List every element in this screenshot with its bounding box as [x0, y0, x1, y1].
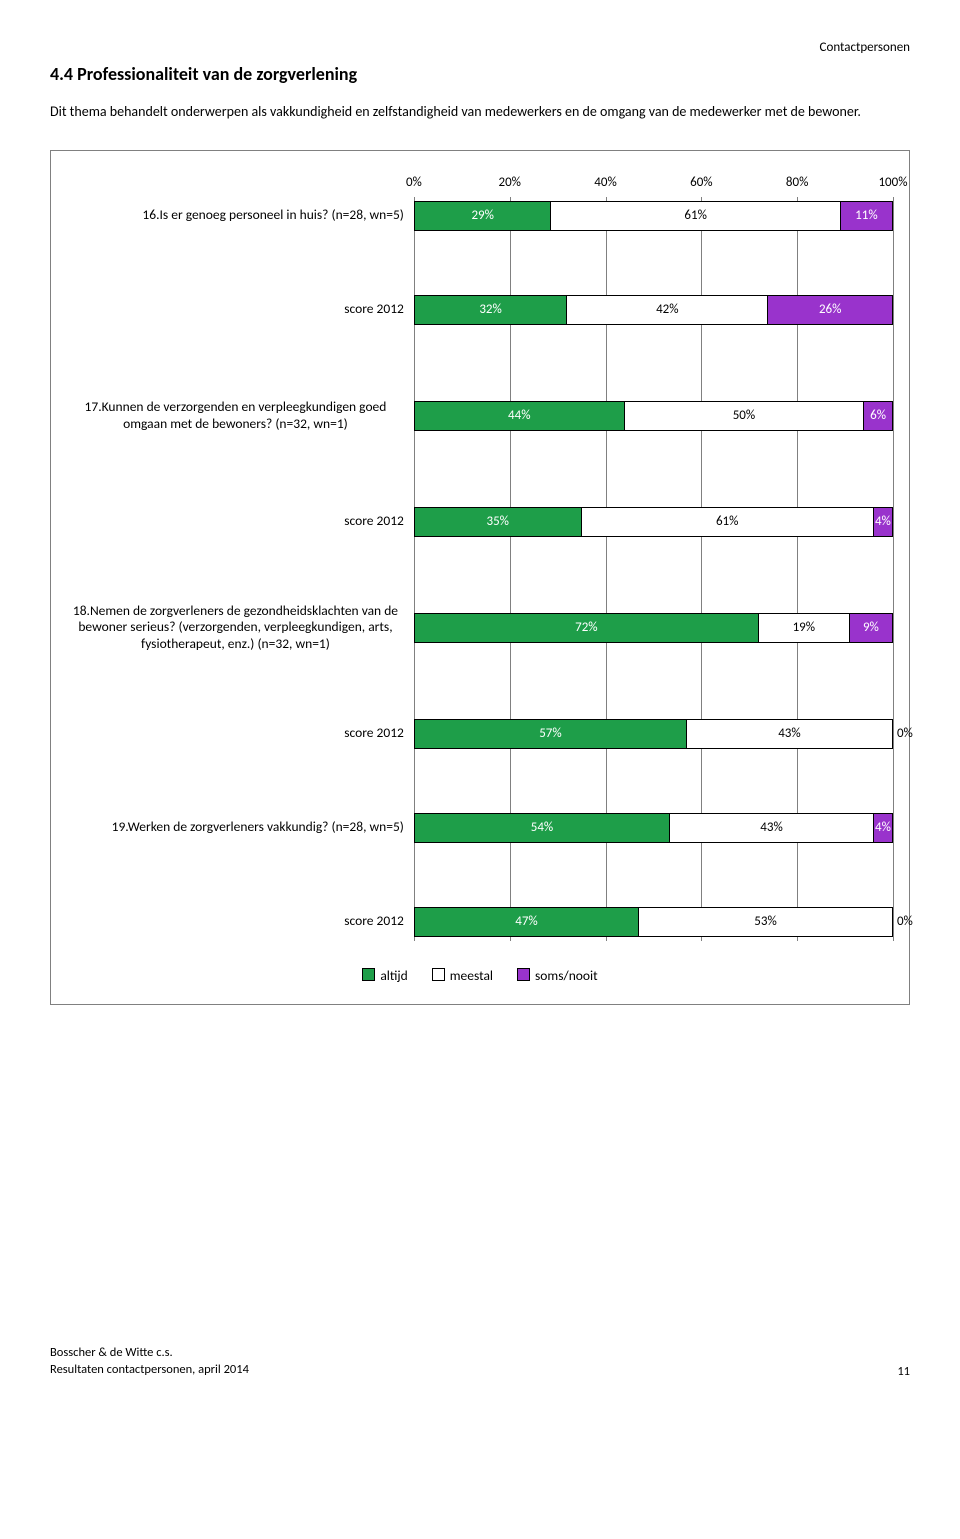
- bar-segment-meestal: 43%: [670, 813, 874, 843]
- bar-segment-altijd: 44%: [414, 401, 625, 431]
- bar-segment-altijd: 72%: [414, 613, 759, 643]
- bar-label: score 2012: [67, 715, 414, 753]
- legend-swatch: [517, 968, 530, 981]
- legend-swatch: [432, 968, 445, 981]
- legend-item-meestal: meestal: [432, 967, 493, 984]
- stacked-bar: 32%42%26%: [414, 295, 893, 325]
- bar-label: score 2012: [67, 903, 414, 941]
- bar-segment-altijd: 54%: [414, 813, 670, 843]
- x-axis-tick: 20%: [498, 175, 520, 190]
- bar-segment-altijd: 47%: [414, 907, 639, 937]
- bar-segment-soms_nooit: 6%: [864, 401, 893, 431]
- bar-segment-meestal: 61%: [582, 507, 874, 537]
- bar-segment-altijd: 57%: [414, 719, 687, 749]
- bar-value: 0%: [897, 914, 913, 929]
- bar-segment-altijd: 35%: [414, 507, 582, 537]
- stacked-bar: 44%50%6%: [414, 401, 893, 431]
- bar-label: 16.Is er genoeg personeel in huis? (n=28…: [67, 197, 414, 235]
- footer-org: Bosscher & de Witte c.s.: [50, 1345, 173, 1360]
- bar-segment-soms_nooit: 4%: [874, 813, 893, 843]
- stacked-bar: 72%19%9%: [414, 613, 893, 643]
- bar-label: 17.Kunnen de verzorgenden en verpleegkun…: [67, 385, 414, 447]
- x-axis-tick: 40%: [594, 175, 616, 190]
- stacked-bar: 35%61%4%: [414, 507, 893, 537]
- bar-segment-meestal: 43%: [687, 719, 893, 749]
- x-axis-tick: 0%: [406, 175, 422, 190]
- bar-segment-meestal: 50%: [625, 401, 865, 431]
- bar-label: score 2012: [67, 291, 414, 329]
- stacked-bar: 29%61%11%: [414, 201, 893, 231]
- intro-paragraph: Dit thema behandelt onderwerpen als vakk…: [50, 103, 910, 122]
- legend-item-soms_nooit: soms/nooit: [517, 967, 598, 984]
- bar-segment-meestal: 53%: [639, 907, 893, 937]
- bar-segment-altijd: 32%: [414, 295, 567, 325]
- x-axis-tick: 60%: [690, 175, 712, 190]
- stacked-bar: 47%53%0%: [414, 907, 893, 937]
- legend-label: meestal: [450, 967, 493, 984]
- legend: altijd meestal soms/nooit: [67, 967, 893, 984]
- bar-value: 0%: [897, 726, 913, 741]
- page-number: 11: [897, 1364, 910, 1379]
- legend-label: soms/nooit: [535, 967, 598, 984]
- legend-label: altijd: [380, 967, 407, 984]
- legend-item-altijd: altijd: [362, 967, 407, 984]
- bar-label: 18.Nemen de zorgverleners de gezondheids…: [67, 597, 414, 659]
- bar-segment-soms_nooit: 9%: [850, 613, 893, 643]
- bar-label: 19.Werken de zorgverleners vakkundig? (n…: [67, 809, 414, 847]
- chart-container: 0% 20% 40% 60% 80% 100% 16.Is er genoeg perso…: [50, 150, 910, 1005]
- gridline: [893, 197, 894, 941]
- bar-segment-meestal: 61%: [551, 201, 840, 231]
- bar-segment-altijd: 29%: [414, 201, 552, 231]
- bar-label: score 2012: [67, 503, 414, 541]
- bar-segment-soms_nooit: 4%: [874, 507, 893, 537]
- x-axis: 0%20%40%60%80%100%: [67, 175, 893, 197]
- x-axis-tick: 100%: [878, 175, 907, 190]
- bar-segment-meestal: 19%: [759, 613, 850, 643]
- x-axis-tick: 80%: [786, 175, 808, 190]
- legend-swatch: [362, 968, 375, 981]
- header-context: Contactpersonen: [50, 40, 910, 55]
- footer-report: Resultaten contactpersonen, april 2014: [50, 1362, 249, 1377]
- page-footer: Bosscher & de Witte c.s. Resultaten cont…: [50, 1345, 910, 1379]
- stacked-bar: 54%43%4%: [414, 813, 893, 843]
- stacked-bar: 57%43%0%: [414, 719, 893, 749]
- bar-segment-meestal: 42%: [567, 295, 768, 325]
- bar-segment-soms_nooit: 11%: [841, 201, 893, 231]
- section-title: 4.4 Professionaliteit van de zorgverleni…: [50, 63, 910, 85]
- bar-segment-soms_nooit: 26%: [768, 295, 893, 325]
